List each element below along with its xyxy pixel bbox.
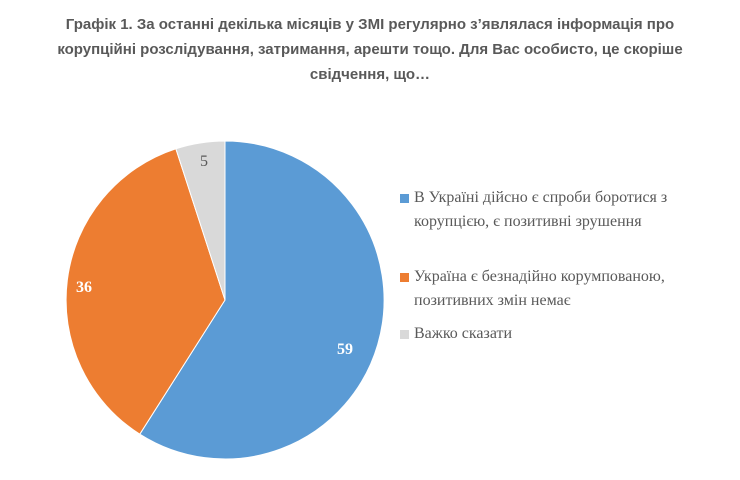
label-positive: 59	[337, 341, 353, 358]
label-corrupt: 36	[76, 279, 92, 296]
legend-swatch-gray-icon	[400, 330, 409, 339]
legend-item-corrupt: Україна є безнадійно корумпованою, позит…	[400, 265, 720, 313]
legend-item-positive: В Україні дійсно є спроби боротися з кор…	[400, 186, 720, 234]
legend-label: Важко сказати	[414, 325, 513, 342]
chart-legend: В Україні дійсно є спроби боротися з кор…	[400, 186, 720, 346]
legend-swatch-orange-icon	[400, 273, 409, 282]
pie-chart: 59 36 5	[65, 140, 385, 460]
slice-hard-to-say	[175, 140, 226, 301]
legend-label: В Україні дійсно є спроби боротися з кор…	[414, 189, 668, 230]
slice-corrupt	[65, 148, 226, 435]
legend-item-hard-to-say: Важко сказати	[400, 322, 720, 346]
label-hard-to-say: 5	[200, 153, 208, 170]
slice-positive	[139, 140, 385, 460]
chart-title: Графік 1. За останні декілька місяців у …	[57, 16, 683, 83]
legend-swatch-blue-icon	[400, 194, 409, 203]
legend-label: Україна є безнадійно корумпованою, позит…	[414, 268, 665, 309]
